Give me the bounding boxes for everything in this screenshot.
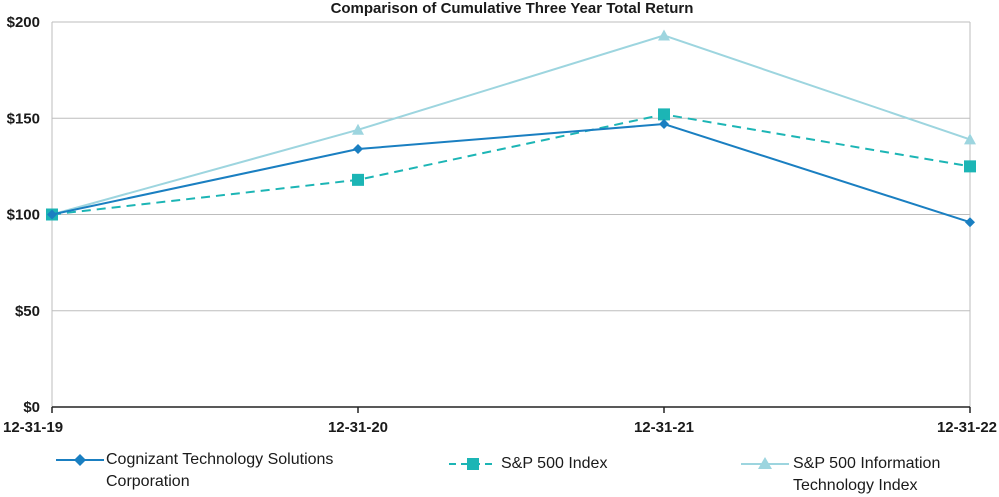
data-point-diamond [659,119,669,130]
x-tick-label: 12-31-21 [634,419,694,436]
series-line-2 [51,34,971,216]
x-tick-label: 12-31-20 [328,419,388,436]
legend-swatch-sp500 [449,458,497,470]
data-point-diamond [353,144,363,155]
legend-swatch-sp500-it [741,457,789,469]
y-tick-label: $100 [7,207,40,224]
data-point-triangle [352,123,364,135]
y-tick-label: $150 [7,110,40,127]
y-tick-label: $200 [7,14,40,31]
x-tick-label: 12-31-22 [937,419,997,436]
legend-label-sp500: S&P 500 Index [501,455,608,472]
legend-label-cognizant: Cognizant Technology Solutions Corporati… [106,451,334,490]
legend-label-sp500-it: S&P 500 Information Technology Index [793,455,941,494]
data-point-square [352,173,364,186]
data-point-square [658,108,670,121]
legend-swatch-cognizant [56,454,104,466]
chart-title: Comparison of Cumulative Three Year Tota… [330,0,694,17]
series-line-1 [51,113,971,216]
y-tick-label: $50 [15,303,40,320]
y-tick-label: $0 [23,399,40,416]
data-point-triangle [964,133,976,145]
data-point-triangle [658,29,670,41]
data-point-diamond [47,209,57,220]
data-point-square [964,160,976,173]
series-line-0 [51,123,971,224]
x-tick-label: 12-31-19 [3,419,63,436]
data-point-diamond [965,217,975,228]
